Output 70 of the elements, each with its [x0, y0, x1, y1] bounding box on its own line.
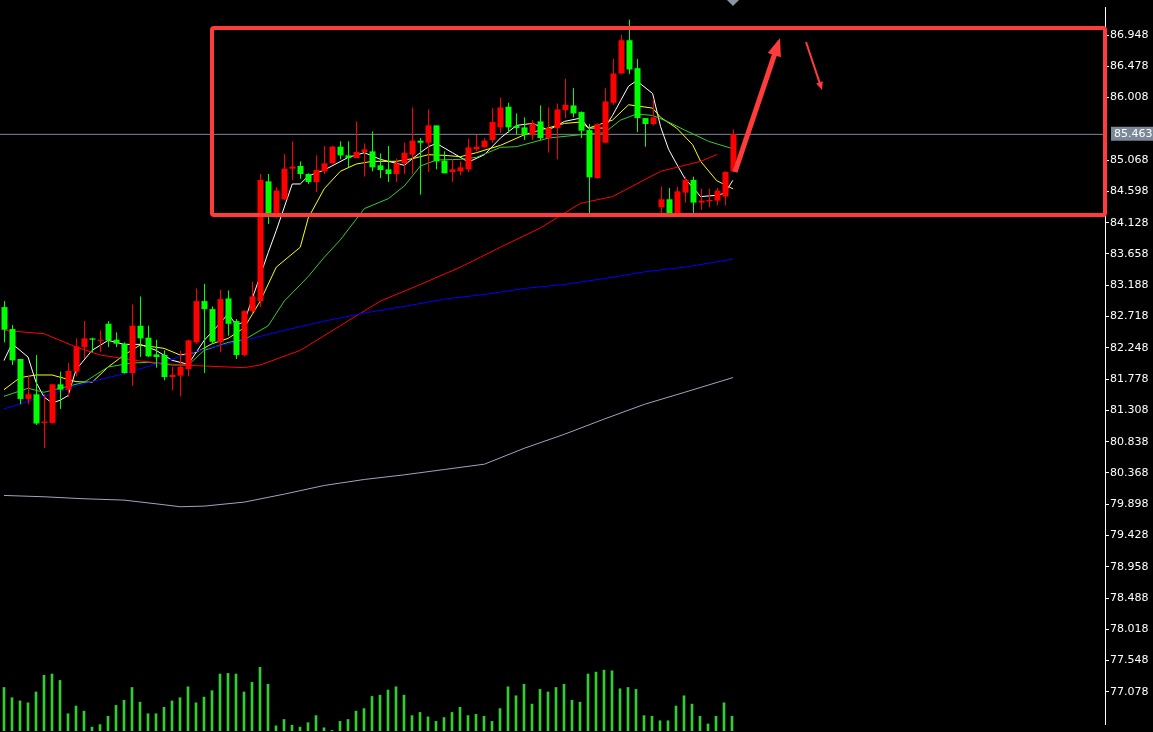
candlestick: [153, 339, 160, 369]
y-tick-label: 77.548: [1110, 653, 1149, 667]
candlestick: [361, 142, 368, 178]
candlestick: [562, 78, 569, 119]
y-tick-label: 80.838: [1110, 434, 1149, 448]
y-tick-label: 80.368: [1110, 465, 1149, 479]
candlestick: [570, 87, 577, 118]
y-tick-label: 86.008: [1110, 90, 1149, 104]
y-tick-label: 79.898: [1110, 497, 1149, 511]
y-tick-label: 84.598: [1110, 184, 1149, 198]
candlestick: [425, 108, 432, 173]
candlestick: [537, 104, 544, 141]
candlestick: [169, 366, 176, 391]
candlestick: [345, 140, 352, 168]
candlestick: [137, 295, 144, 358]
candlestick: [650, 98, 657, 126]
candlestick: [578, 110, 585, 139]
candlestick: [505, 102, 512, 134]
candlestick: [465, 138, 472, 173]
candlestick: [489, 107, 496, 144]
candlestick: [554, 102, 561, 160]
candlestick: [529, 119, 536, 141]
y-tick-label: 82.248: [1110, 340, 1149, 354]
y-tick-label: 78.018: [1110, 622, 1149, 636]
candlestick: [698, 188, 705, 211]
candlestick: [105, 320, 112, 348]
candlestick: [65, 362, 72, 398]
candlestick: [25, 375, 32, 405]
candlestick: [81, 320, 88, 360]
candlestick: [521, 116, 528, 141]
y-tick-label: 83.658: [1110, 246, 1149, 260]
candlestick: [513, 112, 520, 136]
candlestick: [289, 140, 296, 181]
candlestick: [417, 137, 424, 196]
y-tick-label: 83.188: [1110, 278, 1149, 292]
candlestick: [353, 120, 360, 159]
y-tick-label: 78.488: [1110, 590, 1149, 604]
candlestick: [161, 349, 168, 381]
candlestick: [642, 117, 649, 148]
candlestick: [393, 158, 400, 183]
y-tick-label: 86.478: [1110, 59, 1149, 73]
candlestick: [201, 283, 208, 374]
candlestick: [321, 145, 328, 175]
candlestick: [401, 142, 408, 175]
candlestick: [409, 106, 416, 175]
candlestick: [313, 154, 320, 193]
y-tick-label: 82.718: [1110, 309, 1149, 323]
ref-line-label: 85.463: [1114, 126, 1153, 140]
y-tick-label: 86.948: [1110, 27, 1149, 41]
candlestick: [545, 106, 552, 154]
candlestick: [449, 158, 456, 183]
candlestick: [666, 187, 673, 215]
candlestick: [497, 96, 504, 134]
y-tick-label: 79.428: [1110, 528, 1149, 542]
y-tick-label: 81.778: [1110, 371, 1149, 385]
candlestick: [690, 176, 697, 215]
candlestick: [385, 145, 392, 183]
candlestick: [249, 281, 256, 314]
y-tick-label: 81.308: [1110, 403, 1149, 417]
y-tick-label: 77.078: [1110, 684, 1149, 698]
candlestick: [1, 300, 8, 343]
candlestick: [57, 371, 64, 410]
candlestick: [377, 152, 384, 179]
candlestick: [145, 325, 152, 358]
candlestick: [97, 329, 104, 353]
candlestick: [682, 176, 689, 204]
candlestick: [369, 130, 376, 172]
y-tick-label: 78.958: [1110, 559, 1149, 573]
y-tick-label: 84.128: [1110, 215, 1149, 229]
y-tick-label: 85.068: [1110, 153, 1149, 166]
